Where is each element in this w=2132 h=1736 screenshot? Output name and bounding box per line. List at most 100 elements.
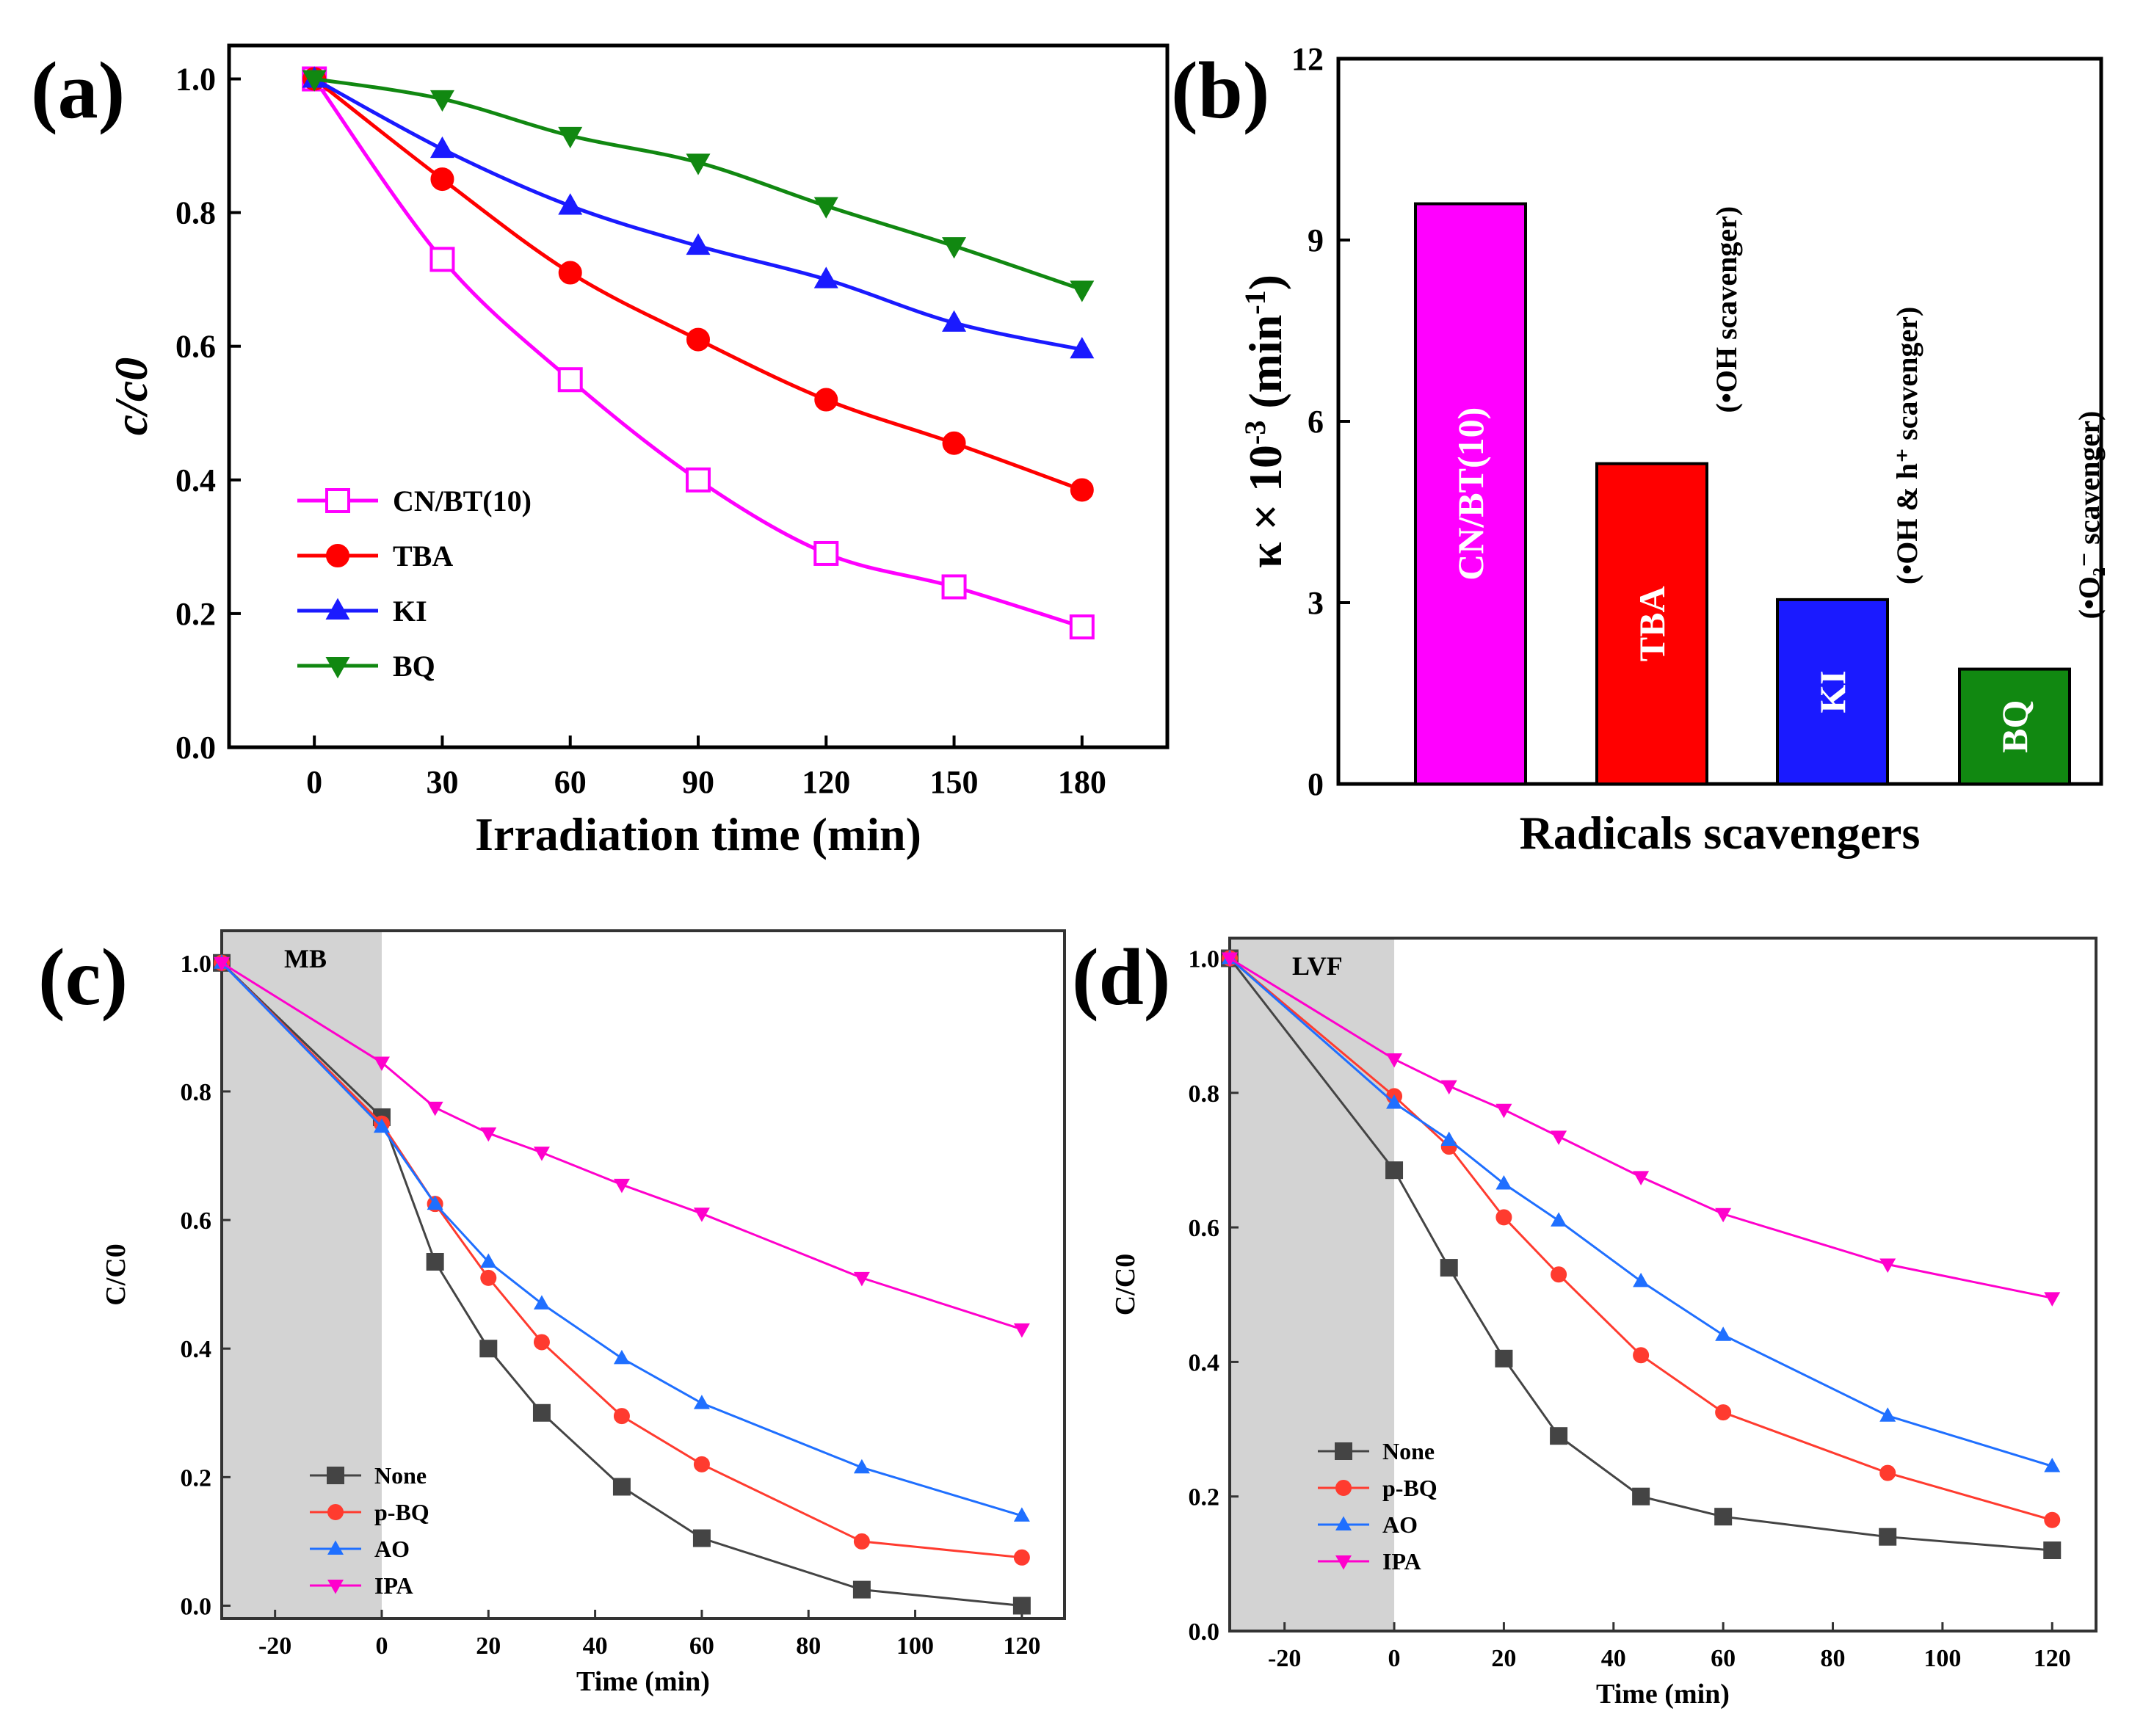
legend-label: CN/BT(10) xyxy=(393,484,532,517)
data-point xyxy=(480,1127,497,1142)
y-axis-title: κ × 10-3 (min-1) xyxy=(1239,275,1292,568)
data-point xyxy=(1386,1053,1403,1068)
data-point xyxy=(558,126,583,149)
data-point xyxy=(426,1252,444,1271)
x-tick-label: 0 xyxy=(375,1633,388,1660)
y-axis-title: c/c0 xyxy=(105,357,157,436)
bar-label: BQ xyxy=(1994,700,2035,753)
data-point xyxy=(612,1478,631,1496)
y-tick-label: 9 xyxy=(1308,222,1324,258)
data-point xyxy=(1879,1258,1896,1274)
legend-marker xyxy=(1335,1480,1352,1496)
data-point xyxy=(853,1271,870,1287)
dark-region xyxy=(1230,938,1395,1631)
legend-marker xyxy=(1335,1442,1352,1460)
y-tick-label: 0.0 xyxy=(1189,1619,1220,1646)
y-tick-label: 0.2 xyxy=(175,596,216,632)
data-point xyxy=(1385,1161,1404,1180)
data-point xyxy=(480,1269,497,1286)
data-point xyxy=(852,1580,871,1599)
legend-label: IPA xyxy=(1382,1548,1421,1575)
legend-label: AO xyxy=(1382,1511,1418,1538)
data-point xyxy=(558,193,583,215)
data-point xyxy=(1013,1323,1030,1338)
y-tick-label: 0.6 xyxy=(181,1207,212,1235)
y-tick-label: 0.6 xyxy=(1189,1215,1220,1242)
legend-marker xyxy=(325,657,350,679)
dark-region xyxy=(222,931,382,1619)
sample-tag: MB xyxy=(284,944,327,973)
data-point xyxy=(613,1349,630,1365)
data-point xyxy=(1386,1094,1403,1109)
data-point xyxy=(814,388,838,412)
data-point xyxy=(1633,1347,1650,1364)
series-p-BQ xyxy=(1222,950,2061,1528)
x-tick-label: 30 xyxy=(426,764,458,800)
data-point xyxy=(942,237,967,259)
panel-a: (a) 0 30 60 90 120 150 180 0.0 0.2 0.4 0.6 0.8 1.0 Irr… xyxy=(31,43,1170,860)
data-point xyxy=(429,136,454,159)
data-point xyxy=(1633,1171,1650,1185)
y-tick-label: 0.6 xyxy=(175,329,216,365)
legend-marker xyxy=(1335,1555,1352,1570)
data-point xyxy=(942,431,966,455)
data-point xyxy=(1070,280,1095,302)
data-point xyxy=(1879,1407,1896,1422)
legend-marker xyxy=(326,544,349,567)
data-point xyxy=(941,574,967,600)
y-axis-title: C/C0 xyxy=(101,1243,131,1305)
data-point xyxy=(214,956,230,972)
y-tick-label: 0.8 xyxy=(1189,1081,1220,1108)
bar-KI xyxy=(1776,598,1889,786)
x-tick-label: 120 xyxy=(802,764,850,800)
x-tick-label: 60 xyxy=(554,764,587,800)
data-point xyxy=(686,467,711,493)
legend-label: IPA xyxy=(374,1572,413,1599)
x-tick-label: 40 xyxy=(583,1633,608,1660)
bar-BQ xyxy=(1958,667,2071,785)
panel-b: (b) 0 3 6 9 12 κ × 10-3 (min-1) Radicals scaven… xyxy=(1171,41,2106,859)
y-tick-label: 0.4 xyxy=(1189,1349,1220,1376)
y-tick-label: 0.0 xyxy=(181,1593,212,1620)
data-point xyxy=(1715,1404,1732,1421)
x-tick-label: 80 xyxy=(796,1633,821,1660)
data-point xyxy=(533,1147,550,1161)
series-None xyxy=(213,954,1031,1615)
x-tick-label: 120 xyxy=(2034,1645,2071,1672)
series-IPA xyxy=(214,956,1030,1338)
data-point xyxy=(686,153,711,175)
data-point xyxy=(2044,1292,2061,1307)
y-tick-label: 0.4 xyxy=(181,1336,212,1363)
x-axis-title: Radicals scavengers xyxy=(1520,807,1921,859)
data-point xyxy=(1551,1130,1567,1145)
y-tick-label: 0.8 xyxy=(175,195,216,231)
series-line xyxy=(313,77,1083,352)
data-point xyxy=(853,1533,870,1550)
plot-frame xyxy=(220,929,1066,1620)
legend-label: TBA xyxy=(393,540,453,573)
x-tick-label: 150 xyxy=(930,764,979,800)
x-tick-label: 0 xyxy=(1388,1645,1401,1672)
data-point xyxy=(686,327,710,352)
legend-label: None xyxy=(1382,1438,1435,1464)
legend-label: None xyxy=(374,1462,427,1489)
data-point xyxy=(1551,1212,1567,1227)
plot-frame xyxy=(1228,937,2097,1633)
y-tick-label: 0.4 xyxy=(175,462,216,498)
x-tick-label: 60 xyxy=(1711,1645,1736,1672)
plot-frame xyxy=(227,43,1170,749)
data-point xyxy=(813,540,839,566)
panel-d: (d) LVF -20 0 20 40 60 80 100 120 0.0 0.2 0.4 0.6 0.8 1… xyxy=(1072,932,2097,1710)
sample-tag: LVF xyxy=(1292,951,1343,981)
data-point xyxy=(1495,1349,1513,1368)
data-point xyxy=(429,247,455,272)
y-tick-label: 1.0 xyxy=(181,951,212,978)
data-point xyxy=(1633,1272,1650,1288)
bar-label: TBA xyxy=(1631,586,1672,661)
legend-label: KI xyxy=(393,595,427,628)
data-point xyxy=(557,367,583,393)
y-tick-label: 0.2 xyxy=(181,1464,212,1492)
data-point xyxy=(1495,1103,1512,1119)
legend-marker xyxy=(327,1540,344,1555)
